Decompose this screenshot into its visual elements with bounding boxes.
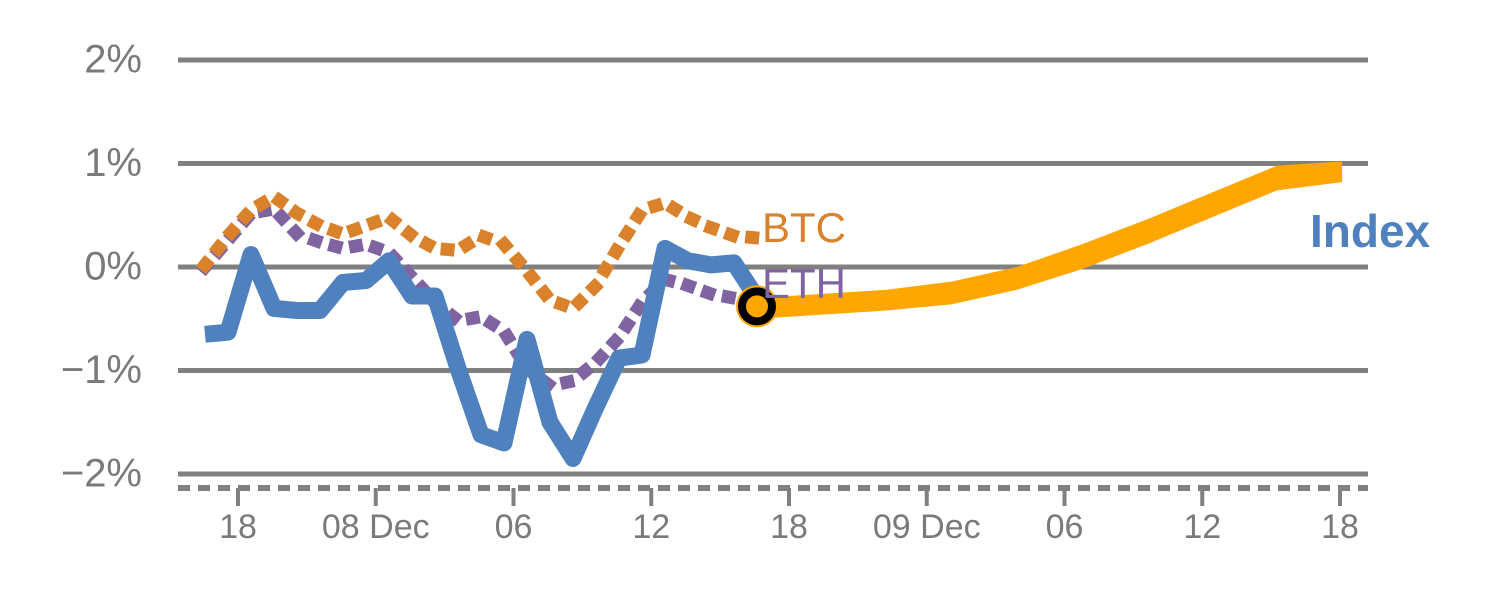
marker-ring-icon[interactable] <box>738 287 776 326</box>
series-index-line[interactable] <box>204 239 765 467</box>
forecast-cone-shape[interactable] <box>757 161 1342 319</box>
y-axis-tick-label: −2% <box>61 452 142 496</box>
x-axis-tick-label: 18 <box>770 508 808 546</box>
x-axis-tick-label: 18 <box>1321 508 1359 546</box>
x-axis-tick-label: 06 <box>495 508 533 546</box>
y-axis-tick-label: −1% <box>61 348 142 392</box>
x-axis-tick-group <box>236 488 1342 506</box>
x-axis-tick-label: 09 Dec <box>873 508 981 546</box>
y-axis-tick-label: 0% <box>84 245 142 289</box>
x-axis-tick-label: 18 <box>219 508 257 546</box>
x-axis-tick-label: 08 Dec <box>322 508 430 546</box>
y-axis-tick-label: 2% <box>84 38 142 82</box>
series-path-index[interactable] <box>204 239 765 467</box>
x-axis-tick-label: 06 <box>1046 508 1084 546</box>
y-axis-tick-label: 1% <box>84 141 142 185</box>
forecast-band[interactable] <box>757 161 1342 319</box>
series-label-eth: ETH <box>762 260 846 307</box>
series-label-btc: BTC <box>762 204 846 251</box>
x-axis-tick-label: 12 <box>1183 508 1221 546</box>
x-axis-tick-label: 12 <box>632 508 670 546</box>
series-path-btc[interactable] <box>195 190 765 315</box>
y-axis-label-group: 2% 1% 0% −1% −2% <box>61 38 142 496</box>
x-axis-label-group: 18 08 Dec 06 12 18 09 Dec 06 12 18 <box>219 508 1359 546</box>
series-btc-line[interactable] <box>195 190 765 315</box>
current-value-marker[interactable] <box>736 285 778 328</box>
series-label-index: Index <box>1310 205 1431 257</box>
